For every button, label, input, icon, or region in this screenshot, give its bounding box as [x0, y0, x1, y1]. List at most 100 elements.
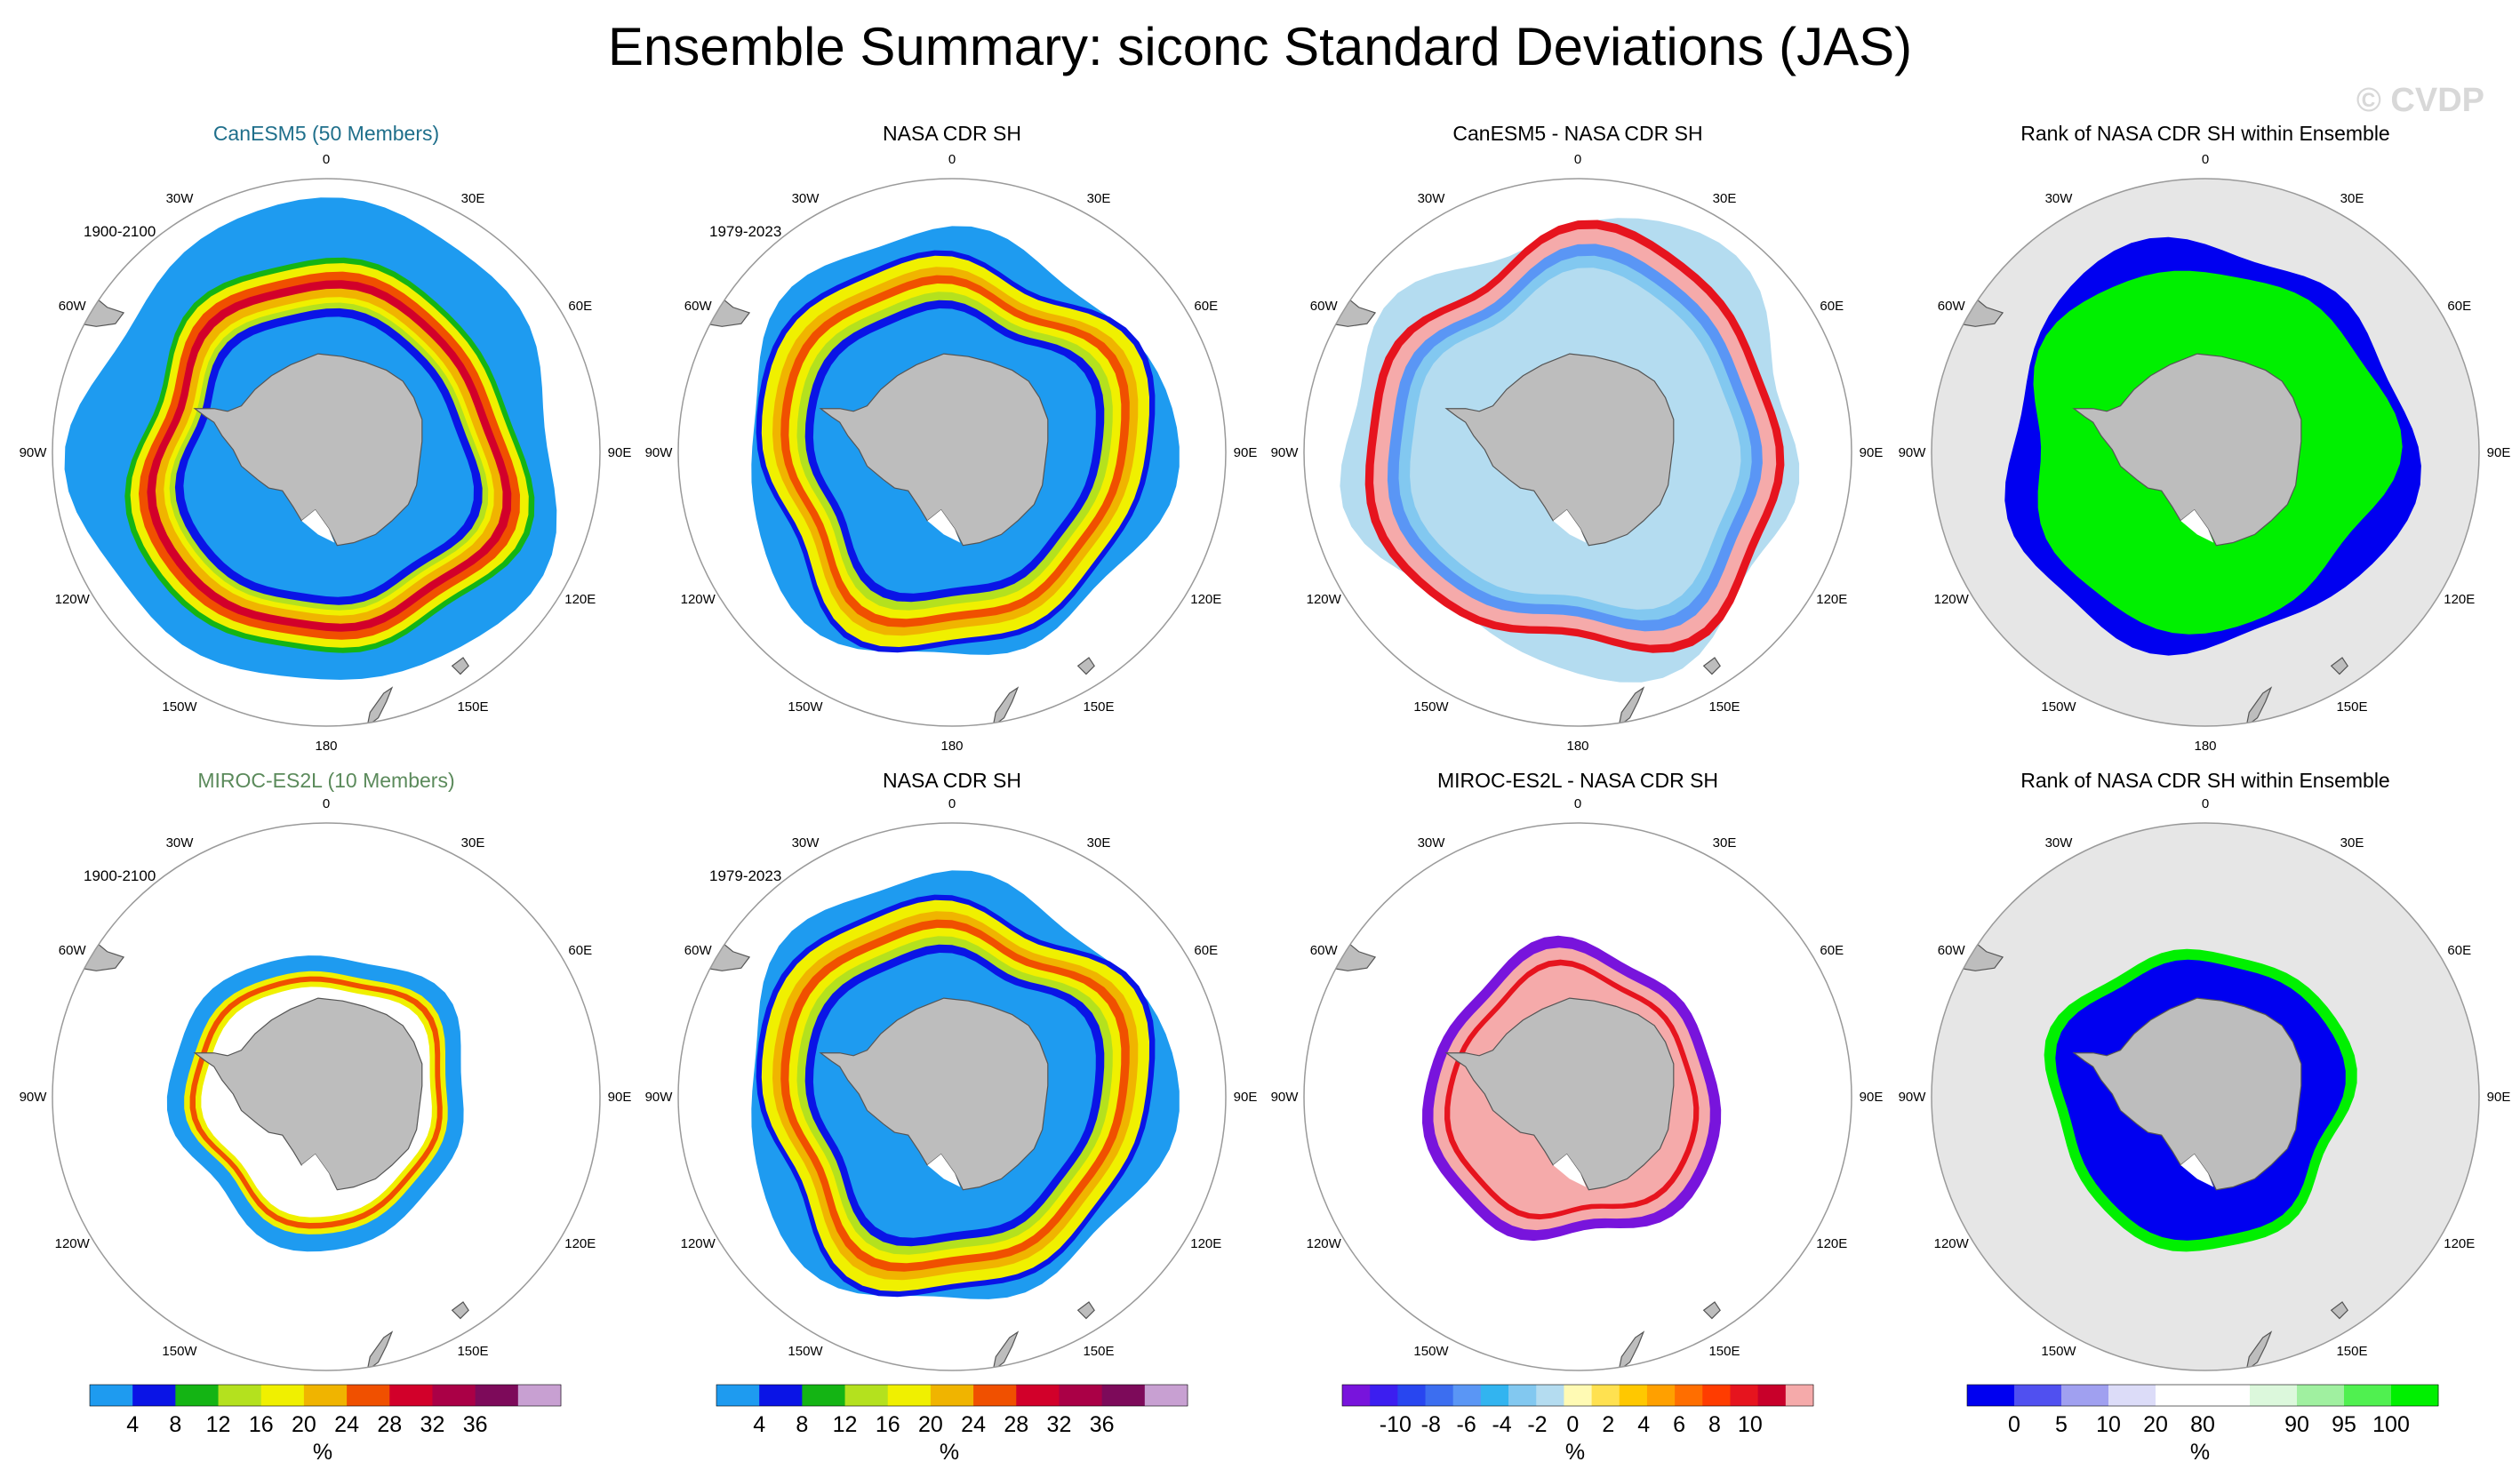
longitude-label: 30E	[1713, 191, 1737, 206]
longitude-label: 150E	[457, 699, 488, 715]
colorbar-tick-label: 8	[796, 1412, 808, 1437]
colorbar-swatch	[716, 1385, 760, 1406]
colorbar-cb-diff: -10 -8 -6 -4 -2 0 2 4 6 8 10%	[1341, 1384, 1814, 1465]
longitude-label: 90E	[1234, 445, 1258, 460]
map-field	[1932, 179, 2479, 726]
colorbar-swatch	[1101, 1385, 1146, 1406]
longitude-label: 30W	[792, 191, 820, 206]
colorbar-swatch	[1425, 1385, 1454, 1406]
colorbar-tick-label: -2	[1527, 1412, 1547, 1437]
longitude-label: 30E	[461, 191, 485, 206]
longitude-label: 150W	[162, 1344, 197, 1359]
longitude-label: 30W	[1418, 191, 1446, 206]
map-boundary	[1303, 822, 1852, 1371]
longitude-label: 120W	[55, 1236, 91, 1251]
panel-title: NASA CDR SH	[883, 122, 1021, 145]
colorbar-swatch	[475, 1385, 519, 1406]
colorbar-swatch	[759, 1385, 803, 1406]
colorbar-swatch	[1564, 1385, 1593, 1406]
longitude-label: 90W	[20, 445, 48, 460]
colorbar-tick-label: 4	[1637, 1412, 1650, 1437]
colorbar-swatch	[930, 1385, 974, 1406]
longitude-label: 120E	[1190, 1236, 1221, 1251]
colorbar-tick-label: 16	[876, 1412, 900, 1437]
panel-title: Rank of NASA CDR SH within Ensemble	[2020, 769, 2389, 792]
longitude-label: 30W	[2045, 835, 2074, 851]
longitude-label: 150E	[2336, 699, 2367, 715]
longitude-label: 30W	[166, 835, 195, 851]
panel-title: Rank of NASA CDR SH within Ensemble	[2020, 122, 2389, 145]
map-boundary	[677, 822, 1227, 1371]
map-field	[52, 823, 600, 1370]
colorbar-tick-label: 4	[126, 1412, 139, 1437]
longitude-label: 0	[2202, 152, 2209, 167]
longitude-label: 120W	[681, 592, 716, 607]
longitude-label: 120E	[1816, 1236, 1847, 1251]
colorbar-swatch	[1508, 1385, 1537, 1406]
panel-title: CanESM5 - NASA CDR SH	[1452, 122, 1702, 145]
colorbar-swatch	[973, 1385, 1017, 1406]
colorbar-tick-label: 12	[833, 1412, 858, 1437]
colorbar-swatch	[1591, 1385, 1620, 1406]
colorbar-swatch	[347, 1385, 390, 1406]
longitude-label: 90E	[2487, 1090, 2511, 1105]
colorbar-swatch	[1646, 1385, 1676, 1406]
longitude-label: 150W	[1413, 699, 1449, 715]
colorbar-swatch	[389, 1385, 433, 1406]
colorbar-tick-label: 8	[1708, 1412, 1721, 1437]
colorbar-swatch	[2014, 1385, 2062, 1406]
longitude-label: 150W	[788, 699, 823, 715]
longitude-label: 0	[1574, 152, 1581, 167]
longitude-label: 30E	[461, 835, 485, 851]
longitude-label: 60E	[1820, 299, 1844, 314]
colorbar-tick-label: 90	[2284, 1412, 2309, 1437]
map-panel-obs-sd-1: NASA CDR SH 1979-2023 0 30E 60E 90E 120E 150E 18…	[645, 122, 1258, 754]
longitude-label: 90W	[1271, 1090, 1300, 1105]
map-field	[678, 823, 1226, 1370]
colorbar-swatch	[1144, 1385, 1188, 1406]
panel-period: 1900-2100	[84, 223, 156, 240]
colorbar-tick-label: 4	[753, 1412, 765, 1437]
colorbar-swatch	[175, 1385, 220, 1406]
longitude-label: 90E	[1860, 445, 1884, 460]
colorbar-swatch	[1342, 1385, 1371, 1406]
colorbar-swatch	[1967, 1385, 2015, 1406]
colorbar-tick-label: 0	[1566, 1412, 1579, 1437]
map-boundary	[52, 822, 601, 1371]
colorbar-swatch	[1730, 1385, 1759, 1406]
colorbar-swatch	[844, 1385, 889, 1406]
longitude-label: 60E	[1820, 943, 1844, 958]
colorbar-swatch	[260, 1385, 305, 1406]
longitude-label: 180	[940, 739, 963, 754]
longitude-label: 60E	[1194, 943, 1218, 958]
map-boundary	[52, 178, 601, 727]
longitude-label: 150E	[1708, 699, 1740, 715]
longitude-label: 90W	[1899, 1090, 1927, 1105]
longitude-label: 90E	[1860, 1090, 1884, 1105]
colorbar-tick-label: 12	[206, 1412, 231, 1437]
colorbar-swatch	[2250, 1385, 2298, 1406]
colorbar-cb-sd-1: 4 8 12 16 20 24 28 32 36%	[89, 1384, 562, 1465]
longitude-label: 90E	[608, 445, 632, 460]
panel-title: MIROC-ES2L - NASA CDR SH	[1437, 769, 1718, 792]
colorbar-swatch	[1452, 1385, 1482, 1406]
colorbar-swatch	[2391, 1385, 2439, 1406]
longitude-label: 90W	[1271, 445, 1300, 460]
map-boundary	[677, 178, 1227, 727]
longitude-label: 150E	[1083, 699, 1114, 715]
colorbar-swatch	[887, 1385, 932, 1406]
longitude-label: 90E	[1234, 1090, 1258, 1105]
map-panel-canesm5-rank: Rank of NASA CDR SH within Ensemble 0 30E 6…	[1899, 122, 2511, 754]
panel-period: 1979-2023	[709, 223, 781, 240]
longitude-label: 60W	[1310, 943, 1339, 958]
colorbar-unit: %	[940, 1440, 959, 1465]
longitude-label: 150E	[457, 1344, 488, 1359]
colorbar-tick-label: 24	[334, 1412, 359, 1437]
colorbar-swatch	[132, 1385, 176, 1406]
longitude-label: 150W	[162, 699, 197, 715]
longitude-label: 150W	[2041, 1344, 2076, 1359]
map-field	[52, 179, 600, 726]
colorbar-tick-label: 10	[1738, 1412, 1763, 1437]
colorbar-swatch	[2203, 1385, 2251, 1406]
map-boundary	[1931, 178, 2480, 727]
